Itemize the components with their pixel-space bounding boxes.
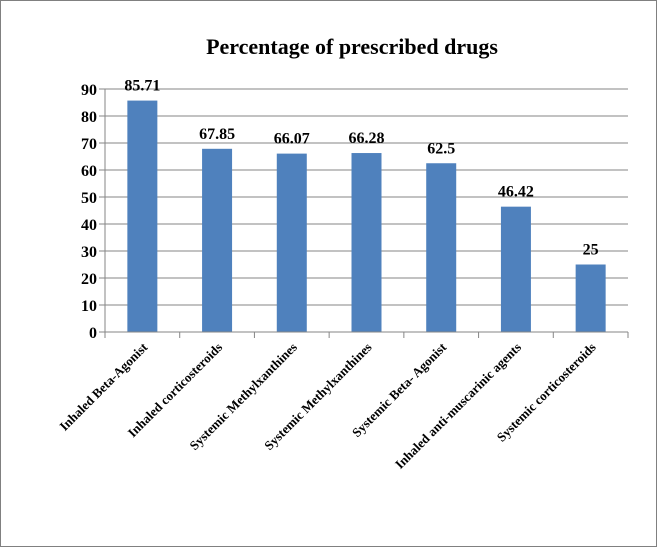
- y-tick-label: 80: [81, 109, 97, 126]
- bar: [575, 264, 606, 332]
- data-label: 85.71: [124, 78, 160, 95]
- y-tick-label: 70: [81, 136, 97, 153]
- y-tick-label: 50: [81, 190, 97, 207]
- y-tick-label: 20: [81, 271, 97, 288]
- data-label: 62.5: [427, 140, 455, 157]
- data-label: 25: [583, 242, 599, 259]
- y-tick-label: 90: [81, 82, 97, 99]
- data-label: 46.42: [498, 184, 534, 201]
- bar: [426, 163, 457, 332]
- bar: [500, 206, 531, 332]
- data-label: 67.85: [199, 126, 235, 143]
- bar: [127, 100, 158, 332]
- data-label: 66.28: [349, 130, 385, 147]
- data-label: 66.07: [274, 131, 310, 148]
- y-tick-label: 30: [81, 244, 97, 261]
- y-tick-label: 60: [81, 163, 97, 180]
- x-tick-label: Inhaled anti-muscarinic agents: [392, 340, 524, 472]
- chart-title: Percentage of prescribed drugs: [206, 34, 498, 59]
- y-tick-label: 10: [81, 298, 97, 315]
- bars: [127, 100, 606, 332]
- data-labels: 85.71 67.85 66.07 66.28 62.5 46.42 25: [124, 78, 598, 259]
- bar: [351, 153, 382, 332]
- bar: [202, 148, 233, 332]
- bar: [276, 153, 307, 332]
- y-tick-label: 0: [89, 325, 97, 342]
- y-axis-ticks: 0 10 20 30 40 50 60 70 80 90: [81, 82, 97, 342]
- y-tick-label: 40: [81, 217, 97, 234]
- axes: [99, 88, 629, 338]
